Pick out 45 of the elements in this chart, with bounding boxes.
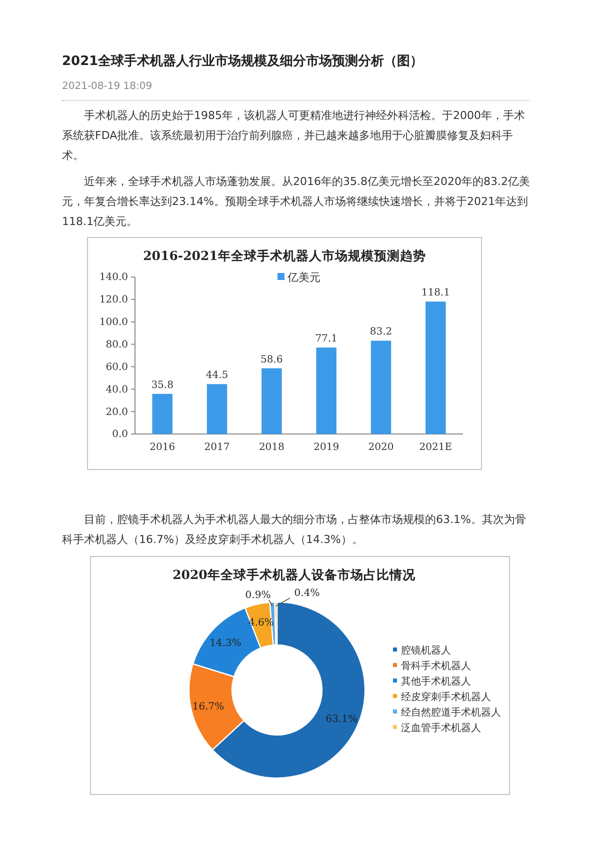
x-tick-label: 2019 [314, 442, 340, 454]
data-label: 83.2 [370, 326, 392, 338]
y-tick-label: 80.0 [106, 339, 128, 350]
x-tick-label: 2016 [150, 442, 176, 454]
x-tick-label: 2020 [368, 442, 394, 454]
chart-title: 2016-2021年全球手术机器人市场规模预测趋势 [143, 248, 426, 263]
x-tick-label: 2021E [419, 442, 452, 454]
legend-label: 骨科手术机器人 [401, 660, 471, 672]
data-label: 0.9% [245, 590, 271, 601]
text: 2021-08-19 18:09 [62, 80, 154, 94]
text: 近年来，全球手术机器人市场蓬勃发展。从2016年的35.8亿美元增长至2020年的83.2亿美元，年复合增长率达到23.14%。预期全球手术机器人市场将继续快速增长，并将于2021年达到118.1亿美元。 [62, 174, 530, 230]
x-tick-label: 2018 [258, 442, 284, 454]
data-label: 16.7% [192, 702, 224, 713]
data-label: 35.8 [151, 380, 174, 391]
y-tick-label: 100.0 [99, 317, 128, 328]
data-label: 0.4% [294, 588, 320, 599]
data-label: 63.1% [326, 714, 358, 726]
legend-label: 经自然腔道手术机器人 [401, 706, 501, 718]
legend-label: 其他手术机器人 [401, 676, 471, 688]
data-label: 118.1 [421, 288, 450, 299]
text: 2021全球手术机器人行业市场规模及细分市场预测分析（图） [62, 53, 424, 71]
x-tick-label: 2017 [204, 442, 230, 454]
data-label: 14.3% [210, 638, 242, 649]
data-label: 44.5 [206, 370, 228, 382]
bar [316, 348, 336, 434]
bar [426, 302, 446, 434]
bar [262, 368, 282, 434]
y-tick-label: 60.0 [106, 362, 128, 373]
y-tick-label: 0.0 [112, 429, 128, 440]
text: 手术机器人的历史始于1985年，该机器人可更精准地进行神经外科活检。于2000年，手术系统获FDA批准。该系统最初用于治疗前列腺癌，并已越来越多地用于心脏瓣膜修复及妇科手术。 [62, 108, 526, 164]
y-tick-label: 20.0 [106, 406, 128, 418]
y-tick-label: 120.0 [99, 294, 128, 306]
legend-label: 亿美元 [286, 271, 320, 284]
bar [152, 394, 172, 434]
legend-label: 腔镜机器人 [401, 644, 451, 656]
legend-label: 经皮穿刺手术机器人 [401, 691, 491, 703]
bar [370, 340, 392, 434]
bar [206, 384, 228, 434]
text: 目前，腔镜手术机器人为手术机器人最大的细分市场，占整体市场规模的63.1%。其次为骨科手术机器人（16.7%）及经皮穿刺手术机器人（14.3%）。 [62, 512, 527, 548]
data-label: 58.6 [260, 354, 283, 366]
y-tick-label: 140.0 [99, 272, 128, 284]
legend-label: 泛血管手术机器人 [401, 722, 481, 734]
y-tick-label: 40.0 [106, 384, 128, 396]
chart-title: 2020年全球手术机器人设备市场占比情况 [172, 567, 416, 582]
data-label: 77.1 [315, 334, 338, 345]
